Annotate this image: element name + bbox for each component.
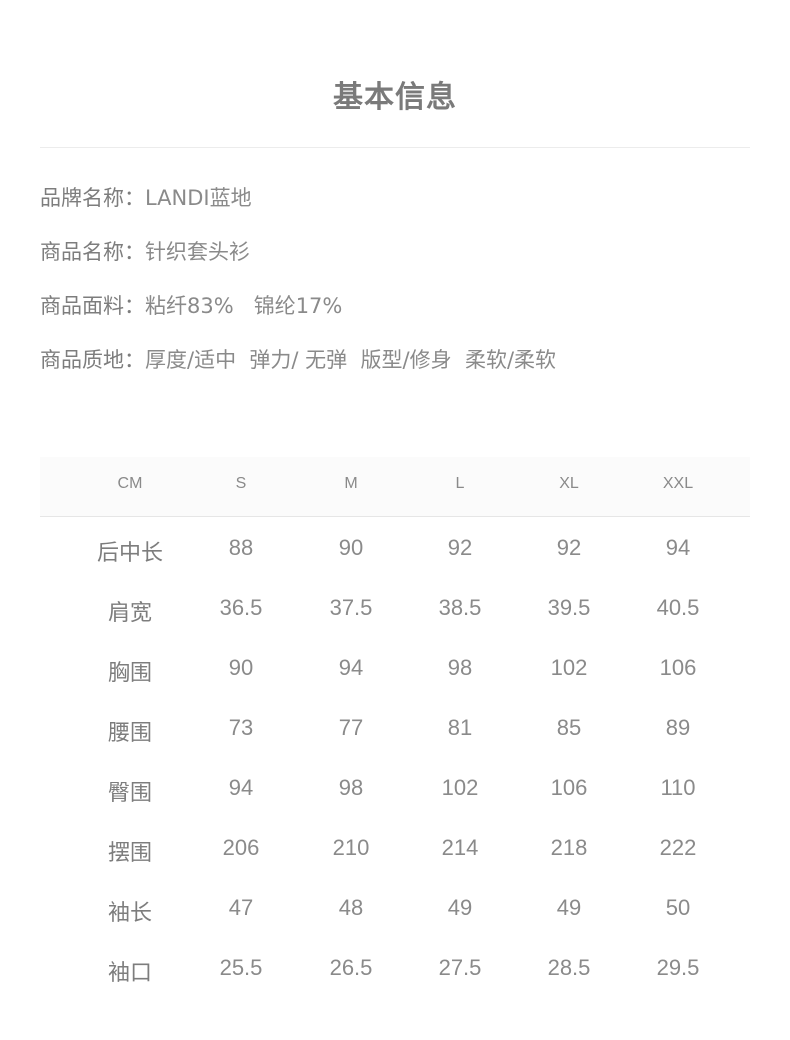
info-value: LANDI蓝地 bbox=[145, 186, 252, 210]
info-label: 品牌名称： bbox=[40, 186, 145, 210]
divider bbox=[40, 147, 750, 148]
table-cell: 90 bbox=[228, 655, 254, 680]
table-cell: 26.5 bbox=[329, 955, 373, 980]
table-cell: 48 bbox=[338, 895, 364, 920]
header-cell: S bbox=[235, 475, 247, 492]
row-label: 袖长 bbox=[107, 901, 152, 926]
row-label: 胸围 bbox=[107, 661, 152, 686]
table-cell: 89 bbox=[665, 715, 691, 740]
table-cell: 77 bbox=[338, 715, 364, 740]
info-line: 商品名称：针织套头衫 bbox=[40, 237, 250, 267]
info-value: 厚度/适中 弹力/ 无弹 版型/修身 柔软/柔软 bbox=[145, 348, 557, 372]
table-cell: 39.5 bbox=[547, 595, 591, 620]
table-cell: 210 bbox=[332, 835, 370, 860]
table-row: 摆围 206 210 214 218 222 bbox=[40, 819, 750, 879]
header-cell: XL bbox=[559, 475, 579, 492]
info-label: 商品质地： bbox=[40, 348, 145, 372]
row-label: 臀围 bbox=[107, 781, 152, 806]
size-table-header: CM S M L XL XXL bbox=[40, 457, 750, 517]
table-cell: 94 bbox=[665, 535, 691, 560]
table-cell: 102 bbox=[550, 655, 588, 680]
table-cell: 88 bbox=[228, 535, 254, 560]
table-row: 后中长 88 90 92 92 94 bbox=[40, 519, 750, 579]
table-row: 胸围 90 94 98 102 106 bbox=[40, 639, 750, 699]
table-cell: 106 bbox=[550, 775, 588, 800]
header-cell: XXL bbox=[662, 475, 694, 492]
table-cell: 92 bbox=[447, 535, 473, 560]
table-cell: 28.5 bbox=[547, 955, 591, 980]
row-label: 腰围 bbox=[107, 721, 152, 746]
table-cell: 206 bbox=[222, 835, 260, 860]
table-cell: 90 bbox=[338, 535, 364, 560]
info-line: 商品质地：厚度/适中 弹力/ 无弹 版型/修身 柔软/柔软 bbox=[40, 345, 556, 375]
row-label: 袖口 bbox=[107, 961, 152, 986]
table-cell: 49 bbox=[556, 895, 582, 920]
table-cell: 27.5 bbox=[438, 955, 482, 980]
table-cell: 73 bbox=[228, 715, 254, 740]
table-row: 臀围 94 98 102 106 110 bbox=[40, 759, 750, 819]
table-cell: 98 bbox=[447, 655, 473, 680]
table-cell: 94 bbox=[338, 655, 364, 680]
header-cell: L bbox=[455, 475, 465, 492]
row-label: 后中长 bbox=[96, 541, 163, 566]
table-cell: 218 bbox=[550, 835, 588, 860]
table-cell: 110 bbox=[660, 775, 696, 800]
table-cell: 94 bbox=[228, 775, 254, 800]
table-row: 腰围 73 77 81 85 89 bbox=[40, 699, 750, 759]
table-cell: 47 bbox=[228, 895, 254, 920]
table-cell: 50 bbox=[665, 895, 691, 920]
table-cell: 25.5 bbox=[219, 955, 263, 980]
info-value: 粘纤83% 锦纶17% bbox=[145, 294, 343, 318]
header-cell: M bbox=[344, 475, 358, 492]
row-label: 摆围 bbox=[107, 841, 152, 866]
table-cell: 98 bbox=[338, 775, 364, 800]
table-row: 肩宽 36.5 37.5 38.5 39.5 40.5 bbox=[40, 579, 750, 639]
table-cell: 37.5 bbox=[329, 595, 373, 620]
table-cell: 222 bbox=[659, 835, 697, 860]
row-label: 肩宽 bbox=[107, 601, 152, 626]
info-label: 商品名称： bbox=[40, 240, 145, 264]
section-title: 基本信息 bbox=[333, 80, 457, 115]
table-cell: 38.5 bbox=[438, 595, 482, 620]
table-cell: 40.5 bbox=[656, 595, 700, 620]
info-line: 商品面料：粘纤83% 锦纶17% bbox=[40, 291, 342, 321]
table-cell: 49 bbox=[447, 895, 473, 920]
table-cell: 106 bbox=[659, 655, 697, 680]
table-cell: 214 bbox=[441, 835, 479, 860]
table-cell: 81 bbox=[447, 715, 473, 740]
table-cell: 36.5 bbox=[219, 595, 263, 620]
info-value: 针织套头衫 bbox=[145, 240, 250, 264]
header-cell: CM bbox=[117, 475, 143, 492]
table-row: 袖长 47 48 49 49 50 bbox=[40, 879, 750, 939]
table-cell: 85 bbox=[556, 715, 582, 740]
info-label: 商品面料： bbox=[40, 294, 145, 318]
table-row: 袖口 25.5 26.5 27.5 28.5 29.5 bbox=[40, 939, 750, 999]
table-cell: 102 bbox=[441, 775, 479, 800]
info-line: 品牌名称：LANDI蓝地 bbox=[40, 183, 252, 213]
table-cell: 29.5 bbox=[656, 955, 700, 980]
table-cell: 92 bbox=[556, 535, 582, 560]
